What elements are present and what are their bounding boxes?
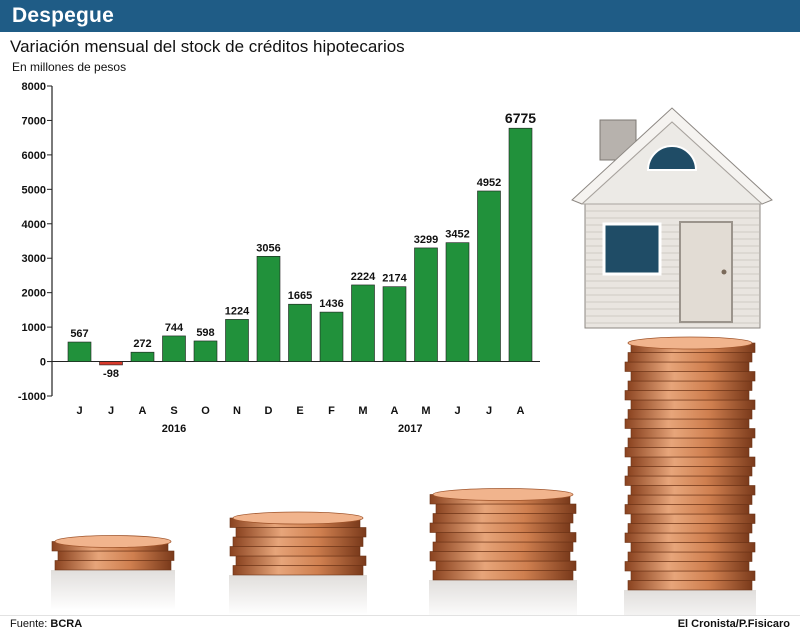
source-note: Fuente: BCRA — [10, 618, 82, 630]
y-tick-label: 6000 — [22, 150, 46, 162]
x-tick-label: A — [139, 405, 147, 417]
x-tick-label: J — [454, 405, 460, 417]
data-label: 2224 — [351, 271, 376, 283]
header-bar: Despegue — [0, 0, 800, 32]
bar — [256, 255, 281, 362]
bar — [382, 286, 407, 362]
x-tick-label: J — [76, 405, 82, 417]
house-icon — [571, 107, 773, 329]
x-tick-label: F — [328, 405, 335, 417]
footer: Fuente: BCRA El Cronista/P.Fisicaro — [0, 615, 800, 635]
x-tick-label: A — [391, 405, 399, 417]
x-tick-label: M — [358, 405, 367, 417]
y-tick-label: 1000 — [22, 322, 46, 334]
x-tick-label: E — [296, 405, 303, 417]
y-tick-label: 8000 — [22, 81, 46, 93]
y-tick-label: 2000 — [22, 288, 46, 300]
bar — [351, 284, 375, 362]
data-label: 744 — [165, 322, 184, 334]
y-tick-label: 7000 — [22, 115, 46, 127]
credit: El Cronista/P.Fisicaro — [677, 618, 790, 630]
coin-stack-3 — [429, 488, 577, 620]
chart-title: Variación mensual del stock de créditos … — [10, 37, 405, 56]
data-label: 1436 — [319, 298, 343, 310]
source-name: BCRA — [50, 618, 83, 630]
data-label: -98 — [103, 368, 119, 380]
data-label: 567 — [70, 328, 88, 340]
coin-stack-1 — [51, 535, 175, 610]
x-tick-label: N — [233, 405, 241, 417]
chart-subtitle: En millones de pesos — [12, 60, 127, 74]
bar — [193, 340, 218, 362]
data-label: 3056 — [256, 242, 280, 254]
bar — [225, 319, 249, 362]
data-label: 6775 — [505, 110, 536, 126]
coin-stack-2 — [229, 511, 367, 615]
x-tick-label: O — [201, 405, 210, 417]
bar — [162, 335, 186, 362]
data-label: 272 — [133, 338, 151, 350]
data-label: 2174 — [382, 273, 407, 285]
page-title: Despegue — [12, 4, 114, 27]
bar — [67, 341, 92, 362]
bar — [99, 361, 123, 366]
bar — [477, 190, 501, 362]
bar — [319, 311, 344, 362]
source-prefix: Fuente: — [10, 618, 48, 630]
bar — [130, 351, 155, 362]
x-tick-label: J — [108, 405, 114, 417]
x-tick-label: S — [170, 405, 177, 417]
data-label: 1665 — [288, 290, 312, 302]
x-tick-label: A — [517, 405, 525, 417]
x-tick-label: J — [486, 405, 492, 417]
data-label: 1224 — [225, 305, 250, 317]
bar — [288, 303, 312, 362]
year-group-label: 2017 — [398, 423, 422, 435]
data-label: 3452 — [445, 229, 469, 241]
y-tick-label: 4000 — [22, 219, 46, 231]
data-label: 3299 — [414, 234, 438, 246]
y-tick-label: 3000 — [22, 253, 46, 265]
bar — [508, 127, 533, 362]
coin-stack-4 — [624, 336, 756, 630]
y-tick-label: 0 — [40, 357, 46, 369]
data-label: 598 — [196, 327, 214, 339]
bar — [445, 242, 470, 362]
x-tick-label: M — [421, 405, 430, 417]
bar-chart: 8000 7000 6000 5000 4000 3000 2000 1000 0 -1000 56… — [18, 81, 540, 435]
x-tick-label: D — [265, 405, 273, 417]
y-tick-label: 5000 — [22, 184, 46, 196]
data-label: 4952 — [477, 177, 501, 189]
y-tick-label: -1000 — [18, 391, 46, 403]
year-group-label: 2016 — [162, 423, 186, 435]
bar — [414, 247, 438, 362]
